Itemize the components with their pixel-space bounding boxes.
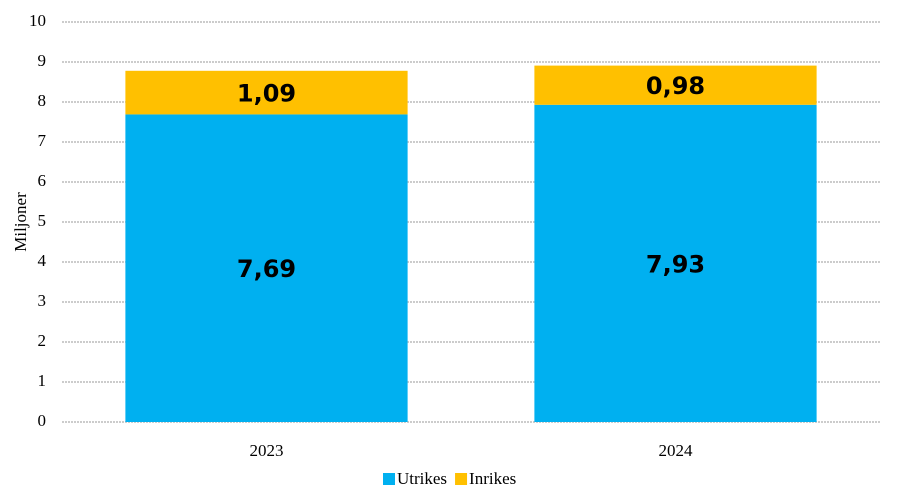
data-label: 7,93 <box>646 250 705 278</box>
y-axis-label: Miljoner <box>11 192 30 252</box>
legend-label: Inrikes <box>469 469 516 488</box>
bar-segment <box>534 65 817 105</box>
y-tick-label: 0 <box>38 411 47 430</box>
x-tick-label: 2024 <box>659 441 694 460</box>
y-tick-label: 9 <box>38 51 47 70</box>
y-tick-label: 6 <box>38 171 47 190</box>
bar-segment <box>125 114 408 423</box>
y-tick-label: 4 <box>38 251 47 270</box>
legend-swatch <box>383 473 395 485</box>
x-tick-label: 2023 <box>250 441 284 460</box>
data-label: 0,98 <box>646 72 705 100</box>
legend-swatch <box>455 473 468 485</box>
bar-segment <box>534 104 817 423</box>
y-tick-label: 7 <box>38 131 47 150</box>
y-tick-label: 3 <box>38 291 47 310</box>
y-tick-label: 8 <box>38 91 47 110</box>
y-tick-label: 2 <box>38 331 47 350</box>
y-tick-label: 10 <box>29 11 46 30</box>
y-tick-label: 5 <box>38 211 47 230</box>
legend-label: Utrikes <box>397 469 447 488</box>
data-label: 7,69 <box>237 255 296 283</box>
data-label: 1,09 <box>237 80 296 108</box>
y-tick-label: 1 <box>38 371 47 390</box>
bar-segment <box>125 70 408 115</box>
